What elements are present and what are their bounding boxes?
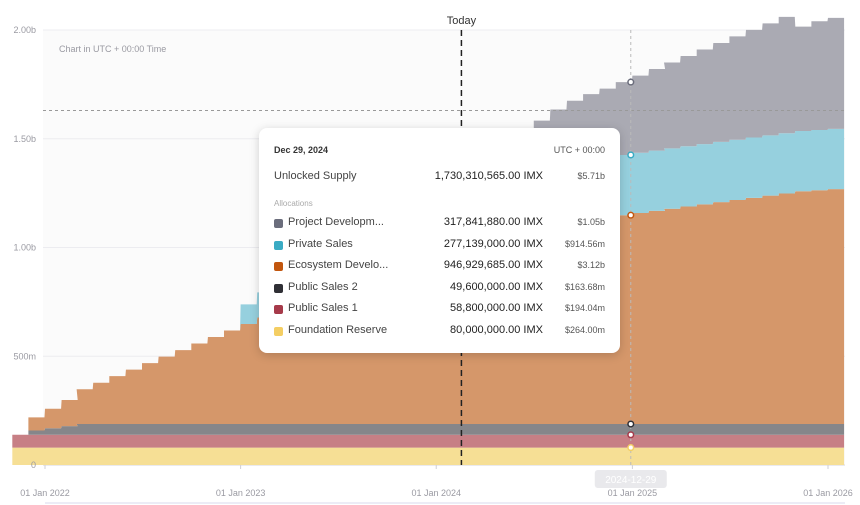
x-tick-label: 01 Jan 2023 [216,488,266,498]
x-axis: 01 Jan 2022 01 Jan 2023 01 Jan 2024 01 Jan … [20,465,853,498]
tooltip-section-label: Allocations [274,199,313,208]
tooltip-row-label: Project Developm... [288,216,384,228]
tooltip-row-usd: $163.68m [564,281,605,292]
legend-swatch-icon [274,262,283,271]
tooltip-row: Foundation Reserve 80,000,000.00 IMX $264.… [274,324,605,340]
tooltip-row: Private Sales 277,139,000.00 IMX $914.56m [274,238,605,254]
tooltip-date: Dec 29, 2024 [274,145,329,155]
tooltip-row-usd: $914.56m [564,238,605,249]
x-tick-label: 01 Jan 2025 [608,488,658,498]
tooltip-row: Public Sales 1 58,800,000.00 IMX $194.04m [274,302,605,318]
tooltip-row-amount: 317,841,880.00 IMX [443,216,543,228]
legend-swatch-icon [274,326,283,336]
hover-dots [627,78,635,452]
hover-dot [627,431,635,439]
tooltip-row-usd: $3.12b [577,260,605,270]
tooltip-row: Ecosystem Develo... 946,929,685.00 IMX $3.… [274,259,605,275]
tooltip-total-label: Unlocked Supply [274,170,357,182]
tooltip: Dec 29, 2024 UTC + 00:00 Unlocked Supply… [259,128,620,353]
tooltip-total-usd: $5.71b [577,171,605,181]
tooltip-row: Public Sales 2 49,600,000.00 IMX $163.68m [274,281,605,297]
tooltip-row-amount: 277,139,000.00 IMX [443,237,543,250]
legend-swatch-icon [274,240,283,250]
tooltip-row-label: Ecosystem Develo... [288,259,389,271]
hover-date-text: 2024-12-29 [605,475,657,486]
area-public-sales-2[interactable] [12,424,845,435]
tooltip-row-label: Public Sales 2 [288,280,358,293]
area-project-development[interactable] [12,16,845,435]
y-tick-label: 2.00b [13,25,36,35]
tooltip-row-label: Private Sales [288,237,353,250]
legend-swatch-icon [274,283,283,293]
x-tick-label: 01 Jan 2022 [20,488,70,498]
x-tick-label: 01 Jan 2026 [803,488,853,498]
area-private-sales[interactable] [12,128,845,435]
tooltip-row-usd: $1.05b [577,217,605,227]
tooltip-timezone: UTC + 00:00 [553,145,605,155]
hover-dot [627,420,635,428]
tooltip-total-row: Unlocked Supply 1,730,310,565.00 IMX $5.… [274,170,605,186]
today-label: Today [447,15,477,27]
legend-swatch-icon [274,305,283,314]
hover-dot [627,444,635,452]
hover-dot [627,211,635,219]
y-tick-label: 1.00b [13,243,36,253]
tooltip-row-usd: $194.04m [564,303,605,313]
tooltip-row-amount: 49,600,000.00 IMX [450,280,543,293]
tooltip-total-amount: 1,730,310,565.00 IMX [434,170,543,182]
y-tick-label: 500m [13,351,36,361]
tooltip-row-usd: $264.00m [564,324,605,335]
area-public-sales-1[interactable] [12,434,845,448]
tooltip-row-amount: 58,800,000.00 IMX [450,302,543,314]
y-axis: 0 500m 1.00b 1.50b 2.00b [13,25,36,470]
hover-date-badge [594,470,667,488]
hover-dot [627,78,635,86]
legend-swatch-icon [274,219,283,228]
hover-dot [627,151,635,159]
tooltip-row-amount: 80,000,000.00 IMX [450,323,543,336]
tooltip-row-amount: 946,929,685.00 IMX [443,259,543,271]
chart-timezone-note: Chart in UTC + 00:00 Time [59,44,166,54]
y-tick-label: 0 [31,460,36,470]
x-tick-label: 01 Jan 2024 [411,488,461,498]
tooltip-row-label: Public Sales 1 [288,302,358,314]
area-foundation-reserve[interactable] [12,447,845,465]
y-tick-label: 1.50b [13,134,36,144]
tooltip-row-label: Foundation Reserve [288,323,388,336]
tooltip-row: Project Developm... 317,841,880.00 IMX $1.… [274,216,605,232]
